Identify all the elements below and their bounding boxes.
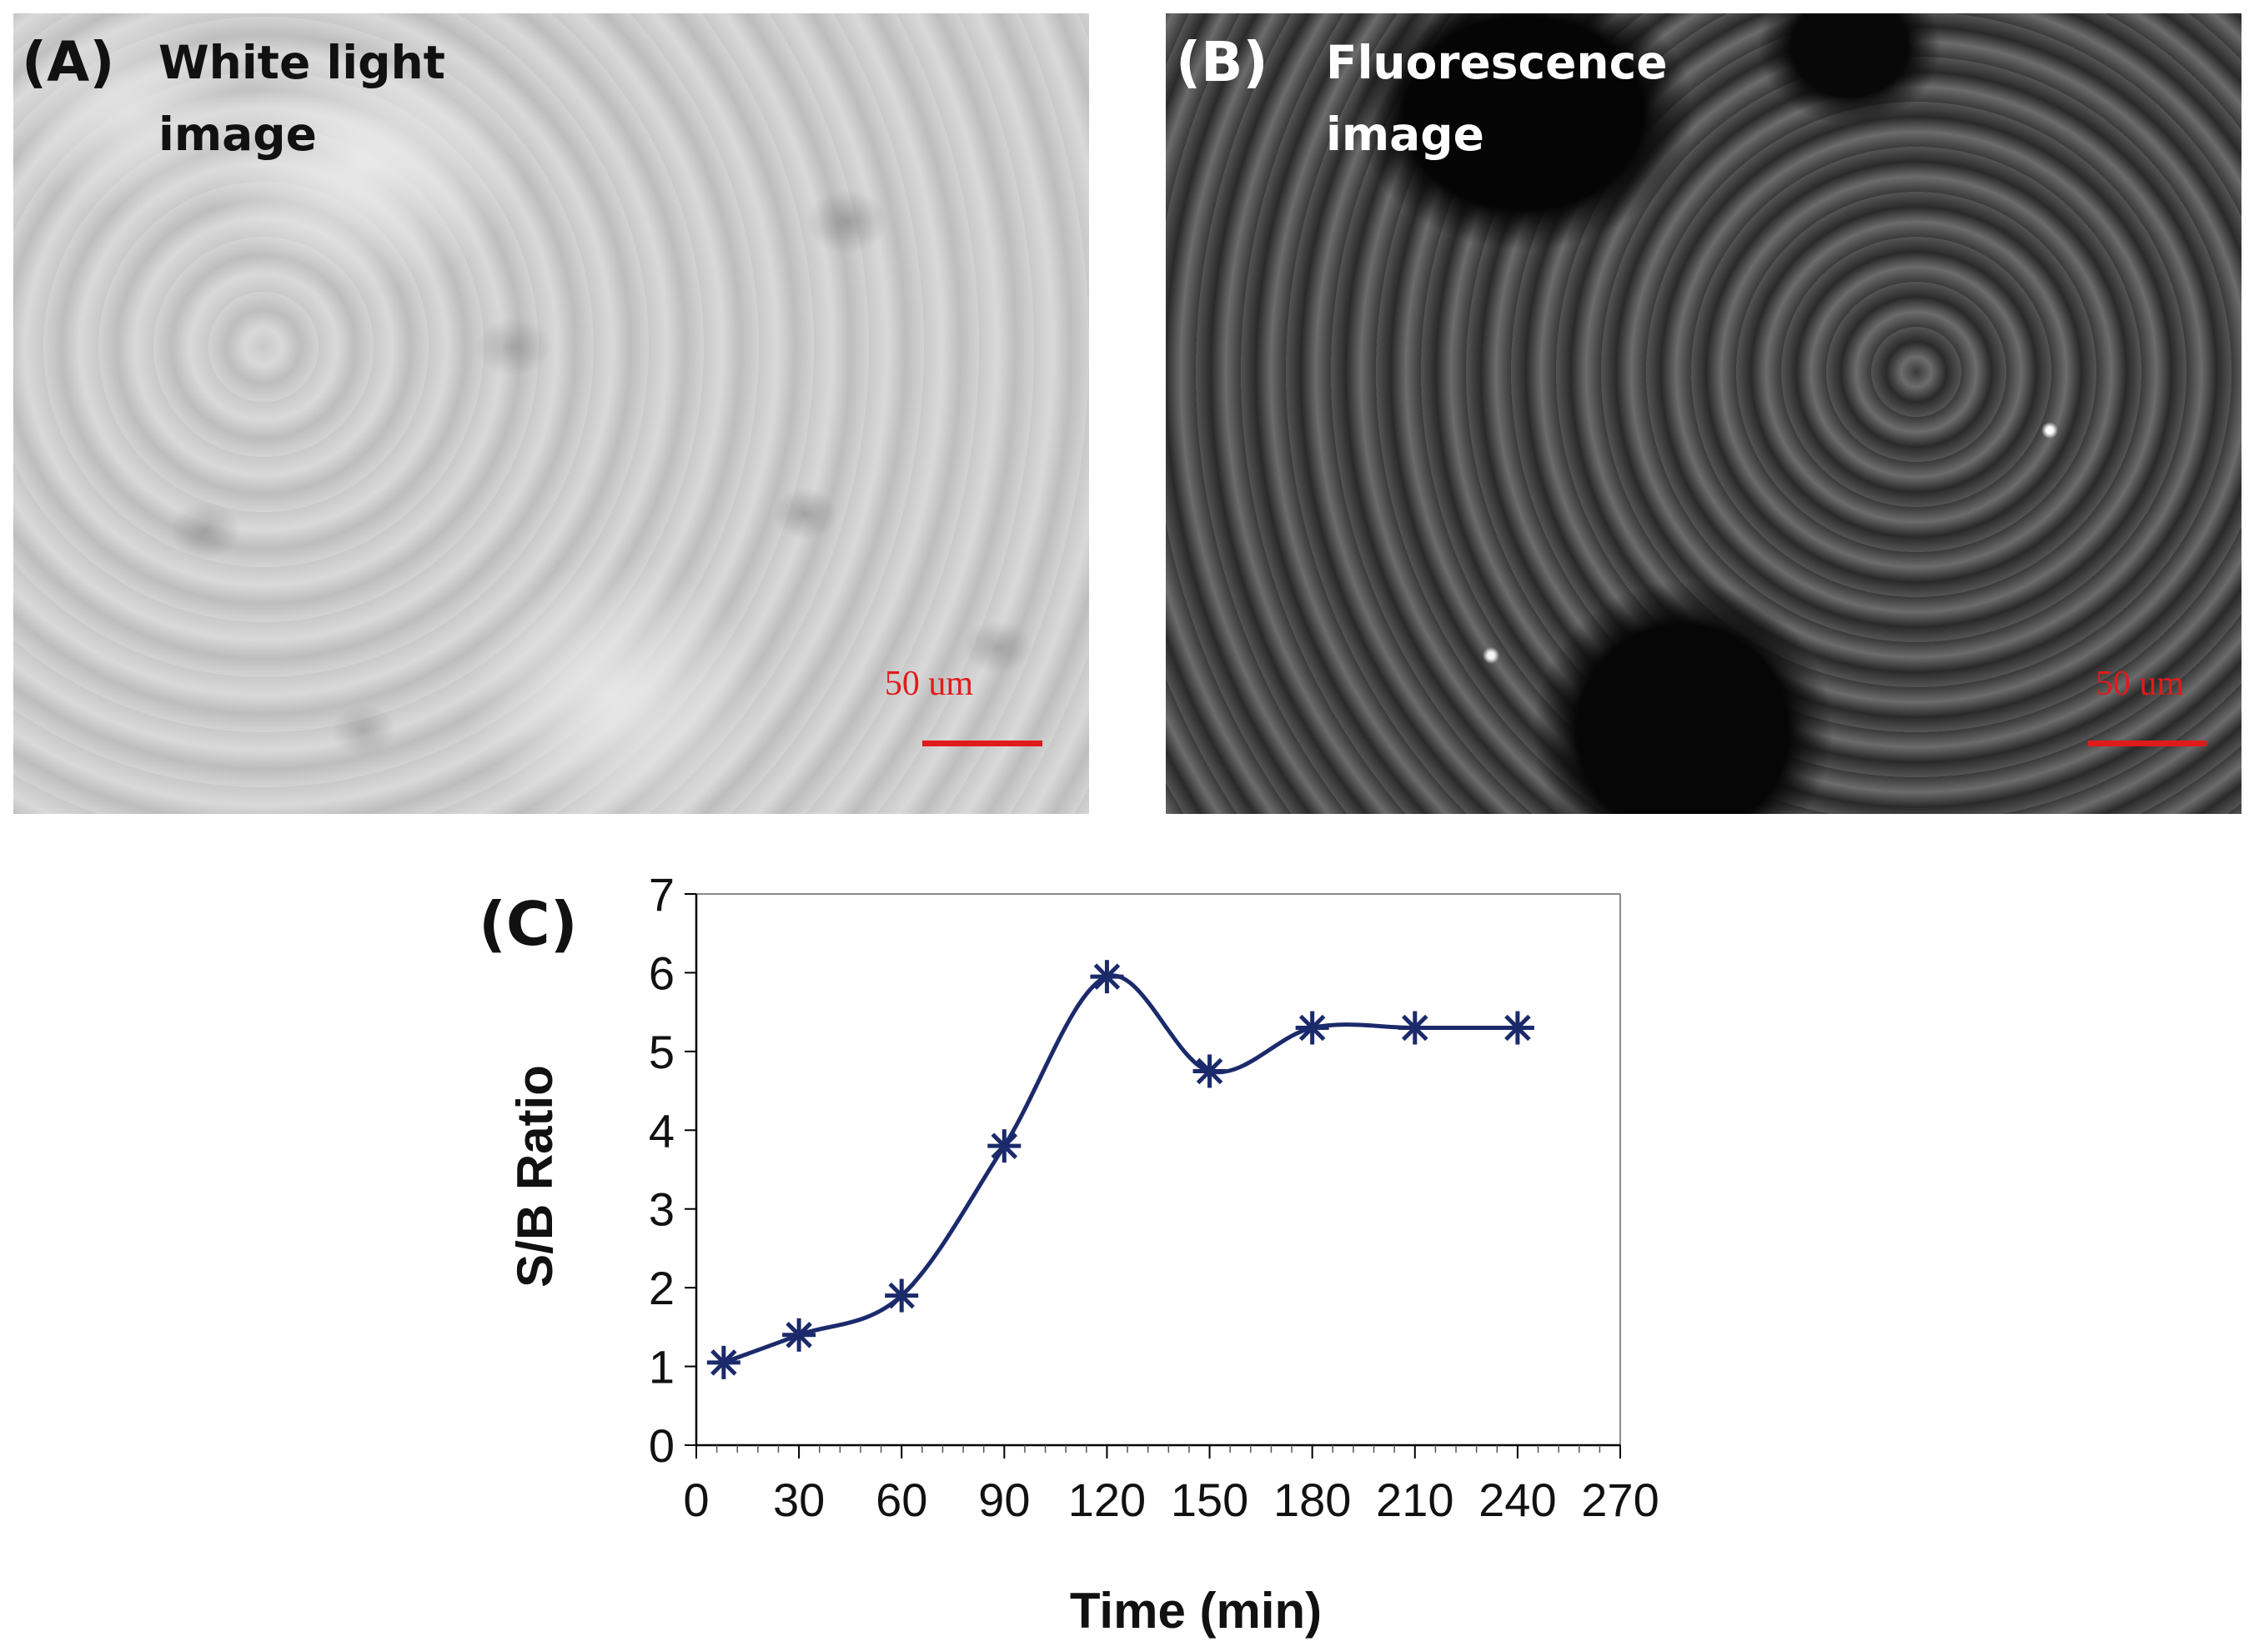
y-tick-label: 0 [649,1419,675,1472]
panel-b-label: (B) [1176,30,1268,94]
panel-b-scale-label: 50 um [2095,665,2185,703]
data-point-marker [782,1318,816,1352]
panel-b-description-line1: Fluorescence [1326,36,1668,89]
white-light-image: (A) White light image 50 um [13,13,1089,814]
panel-a-description-line1: White light [158,36,445,89]
data-point-marker [1090,960,1124,994]
x-tick-label: 90 [978,1474,1030,1526]
y-axis-title: S/B Ratio [507,1065,563,1288]
y-tick-label: 2 [649,1262,675,1314]
x-axis-title: Time (min) [1070,1583,1322,1639]
y-tick-label: 6 [649,947,675,999]
y-tick-label: 5 [649,1026,675,1078]
panel-a-scale-label: 50 um [884,665,974,703]
panel-b-description-line2: image [1326,108,1484,161]
data-point-marker [1500,1011,1534,1045]
x-tick-label: 30 [773,1474,825,1526]
y-tick-label: 3 [649,1183,675,1236]
x-tick-label: 150 [1171,1474,1248,1526]
y-tick-label: 7 [649,868,675,921]
data-point-marker [1295,1011,1329,1045]
x-tick-label: 270 [1581,1474,1659,1526]
x-tick-label: 120 [1068,1474,1146,1526]
data-point-marker [1192,1054,1227,1088]
panel-a-label: (A) [22,30,115,94]
series-line [722,973,1518,1365]
y-tick-label: 1 [649,1341,675,1393]
fluorescence-image: (B) Fluorescence image 50 um [1166,13,2241,814]
x-tick-label: 180 [1273,1474,1351,1526]
x-tick-label: 210 [1376,1474,1453,1526]
y-tick-label: 4 [649,1104,675,1157]
data-point-marker [987,1129,1022,1163]
panel-b-scale-bar [2088,741,2206,746]
panel-a-scale-bar [922,741,1042,746]
panel-a-description-line2: image [158,108,317,161]
x-tick-label: 60 [876,1474,927,1526]
x-tick-label: 240 [1478,1474,1556,1526]
data-point-marker [1398,1011,1432,1045]
x-tick-label: 0 [683,1474,709,1526]
panel-c-label: (C) [479,889,578,959]
data-point-marker [706,1345,740,1379]
data-point-marker [885,1278,919,1313]
